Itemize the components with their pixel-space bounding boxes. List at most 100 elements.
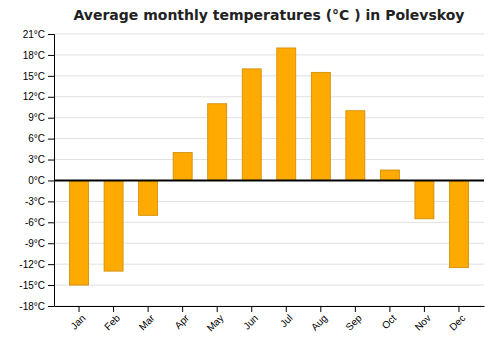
tick: Feb <box>102 306 122 332</box>
axis-line <box>48 35 55 307</box>
y-axis: -18°C -15°C -12°C -9°C -6°C -3°C 0°C 3°C 6°C 9°C 1… <box>19 29 54 312</box>
tick-label: 9°C <box>28 112 45 123</box>
tick: -12°C <box>19 259 54 270</box>
bar <box>415 180 434 218</box>
tick: Dec <box>447 306 467 333</box>
grid <box>54 34 484 306</box>
bar <box>311 72 330 180</box>
tick-label: May <box>205 312 226 333</box>
tick-mark <box>48 97 54 98</box>
tick-label: -3°C <box>25 196 45 207</box>
axis-line <box>55 306 485 307</box>
tick-mark <box>48 160 54 161</box>
tick-mark <box>217 306 218 312</box>
bar <box>449 180 468 267</box>
chart: -18°C -15°C -12°C -9°C -6°C -3°C 0°C 3°C 6°C 9°C 1… <box>0 0 500 350</box>
tick-label: Feb <box>102 312 122 332</box>
tick-label: 12°C <box>23 91 45 102</box>
tick: 18°C <box>23 50 54 61</box>
bar <box>70 180 89 285</box>
tick-label: Jan <box>68 312 87 331</box>
tick-label: Aug <box>309 312 329 332</box>
grid-line <box>54 138 484 139</box>
tick-mark <box>48 180 54 181</box>
tick-mark <box>48 306 54 307</box>
tick: Mar <box>137 306 157 332</box>
tick-label: -9°C <box>25 238 45 249</box>
tick: Jul <box>278 306 295 329</box>
tick-label: 6°C <box>28 133 45 144</box>
tick-label: Jul <box>278 312 295 329</box>
tick: -18°C <box>19 301 54 312</box>
tick: -3°C <box>25 196 54 207</box>
tick-mark <box>48 139 54 140</box>
bar <box>277 48 296 181</box>
tick-label: Oct <box>380 312 399 331</box>
tick: -15°C <box>19 280 54 291</box>
tick: Oct <box>380 306 399 331</box>
tick-mark <box>113 306 114 312</box>
tick-label: Sep <box>343 312 364 333</box>
tick-mark <box>48 76 54 77</box>
tick: 0°C <box>28 175 54 186</box>
tick: -6°C <box>25 217 54 228</box>
tick-mark <box>48 222 54 223</box>
bar <box>208 104 227 181</box>
tick-mark <box>182 306 183 312</box>
tick-label: 0°C <box>28 175 45 186</box>
tick-label: 15°C <box>23 71 45 82</box>
tick-label: Mar <box>137 312 157 332</box>
grid-line <box>54 180 484 181</box>
tick: 6°C <box>28 133 54 144</box>
tick-label: 21°C <box>23 29 45 40</box>
tick-label: Jun <box>241 312 260 331</box>
tick-label: Apr <box>172 312 191 331</box>
tick: -9°C <box>25 238 54 249</box>
tick-label: -6°C <box>25 217 45 228</box>
tick: 21°C <box>23 29 54 40</box>
tick-mark <box>48 34 54 35</box>
tick-label: 18°C <box>23 50 45 61</box>
bar <box>104 180 123 271</box>
tick-mark <box>48 243 54 244</box>
x-axis: Jan Feb Mar Apr May Jun Jul Aug Sep Oct Nov Dec <box>55 306 485 334</box>
tick-mark <box>48 118 54 119</box>
tick-mark <box>389 306 390 312</box>
tick-mark <box>48 285 54 286</box>
tick: Jan <box>68 306 87 332</box>
grid-line <box>54 54 484 55</box>
plot: -18°C -15°C -12°C -9°C -6°C -3°C 0°C 3°C 6°C 9°C 1… <box>19 29 484 334</box>
title: Average monthly temperatures (°C ) in Po… <box>73 7 464 23</box>
tick: Nov <box>413 306 433 333</box>
tick: Jun <box>241 306 260 332</box>
tick: Sep <box>343 306 364 333</box>
bar <box>380 170 399 180</box>
bar <box>173 153 192 181</box>
tick-mark <box>355 306 356 312</box>
tick-mark <box>286 306 287 312</box>
tick-label: -18°C <box>19 301 45 312</box>
tick: Aug <box>309 306 329 333</box>
bar <box>139 180 158 215</box>
tick-mark <box>48 201 54 202</box>
grid-line <box>54 117 484 118</box>
bars <box>70 48 469 285</box>
tick-mark <box>320 306 321 312</box>
tick-mark <box>48 55 54 56</box>
tick-label: -15°C <box>19 280 45 291</box>
bar <box>346 111 365 181</box>
tick-label: Nov <box>413 312 433 332</box>
tick: 3°C <box>28 154 54 165</box>
grid-line <box>54 75 484 76</box>
grid-line <box>54 159 484 160</box>
zero-line <box>54 179 484 181</box>
grid-line <box>54 34 484 35</box>
tick-mark <box>458 306 459 312</box>
bar <box>242 69 261 181</box>
tick-mark <box>424 306 425 312</box>
tick: 15°C <box>23 71 54 82</box>
tick: Apr <box>172 306 191 331</box>
tick: 9°C <box>28 112 54 123</box>
tick: May <box>205 306 226 334</box>
tick-mark <box>148 306 149 312</box>
